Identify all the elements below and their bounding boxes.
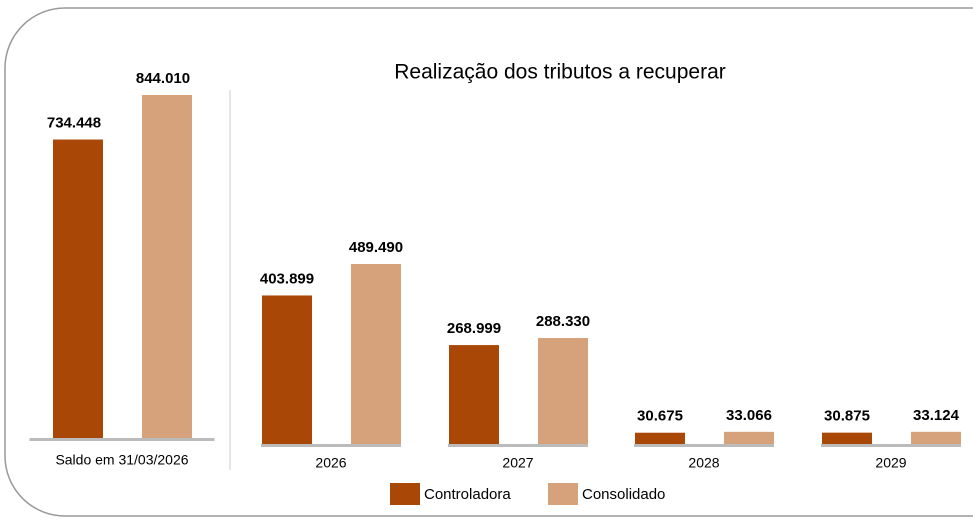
x-tick-label: Saldo em 31/03/2026 <box>55 452 188 468</box>
legend-label: Consolidado <box>582 486 665 503</box>
data-label: 33.066 <box>726 407 772 424</box>
legend-label: Controladora <box>424 486 511 503</box>
bar <box>635 432 685 444</box>
data-label: 30.875 <box>824 408 870 425</box>
frame <box>4 7 973 517</box>
bar <box>911 431 961 444</box>
data-label: 30.675 <box>637 408 683 425</box>
chart-title: Realização dos tributos a recuperar <box>394 61 726 84</box>
legend-swatch <box>390 483 420 505</box>
bar <box>538 337 588 444</box>
bar <box>724 431 774 444</box>
data-label: 33.124 <box>913 407 960 424</box>
legend-swatch <box>548 483 578 505</box>
bar <box>449 345 499 444</box>
x-tick-label: 2029 <box>875 455 906 471</box>
bar <box>142 95 192 438</box>
data-label: 844.010 <box>136 70 190 87</box>
data-label: 734.448 <box>47 114 101 131</box>
data-label: 489.490 <box>349 239 403 256</box>
x-tick-label: 2026 <box>315 455 346 471</box>
data-label: 268.999 <box>447 320 501 337</box>
bar <box>262 295 312 444</box>
x-tick-label: 2028 <box>688 455 719 471</box>
bar <box>351 264 401 444</box>
data-label: 288.330 <box>536 313 590 330</box>
data-label: 403.899 <box>260 270 314 287</box>
x-tick-label: 2027 <box>502 455 533 471</box>
bar <box>53 139 103 438</box>
bar <box>822 432 872 444</box>
